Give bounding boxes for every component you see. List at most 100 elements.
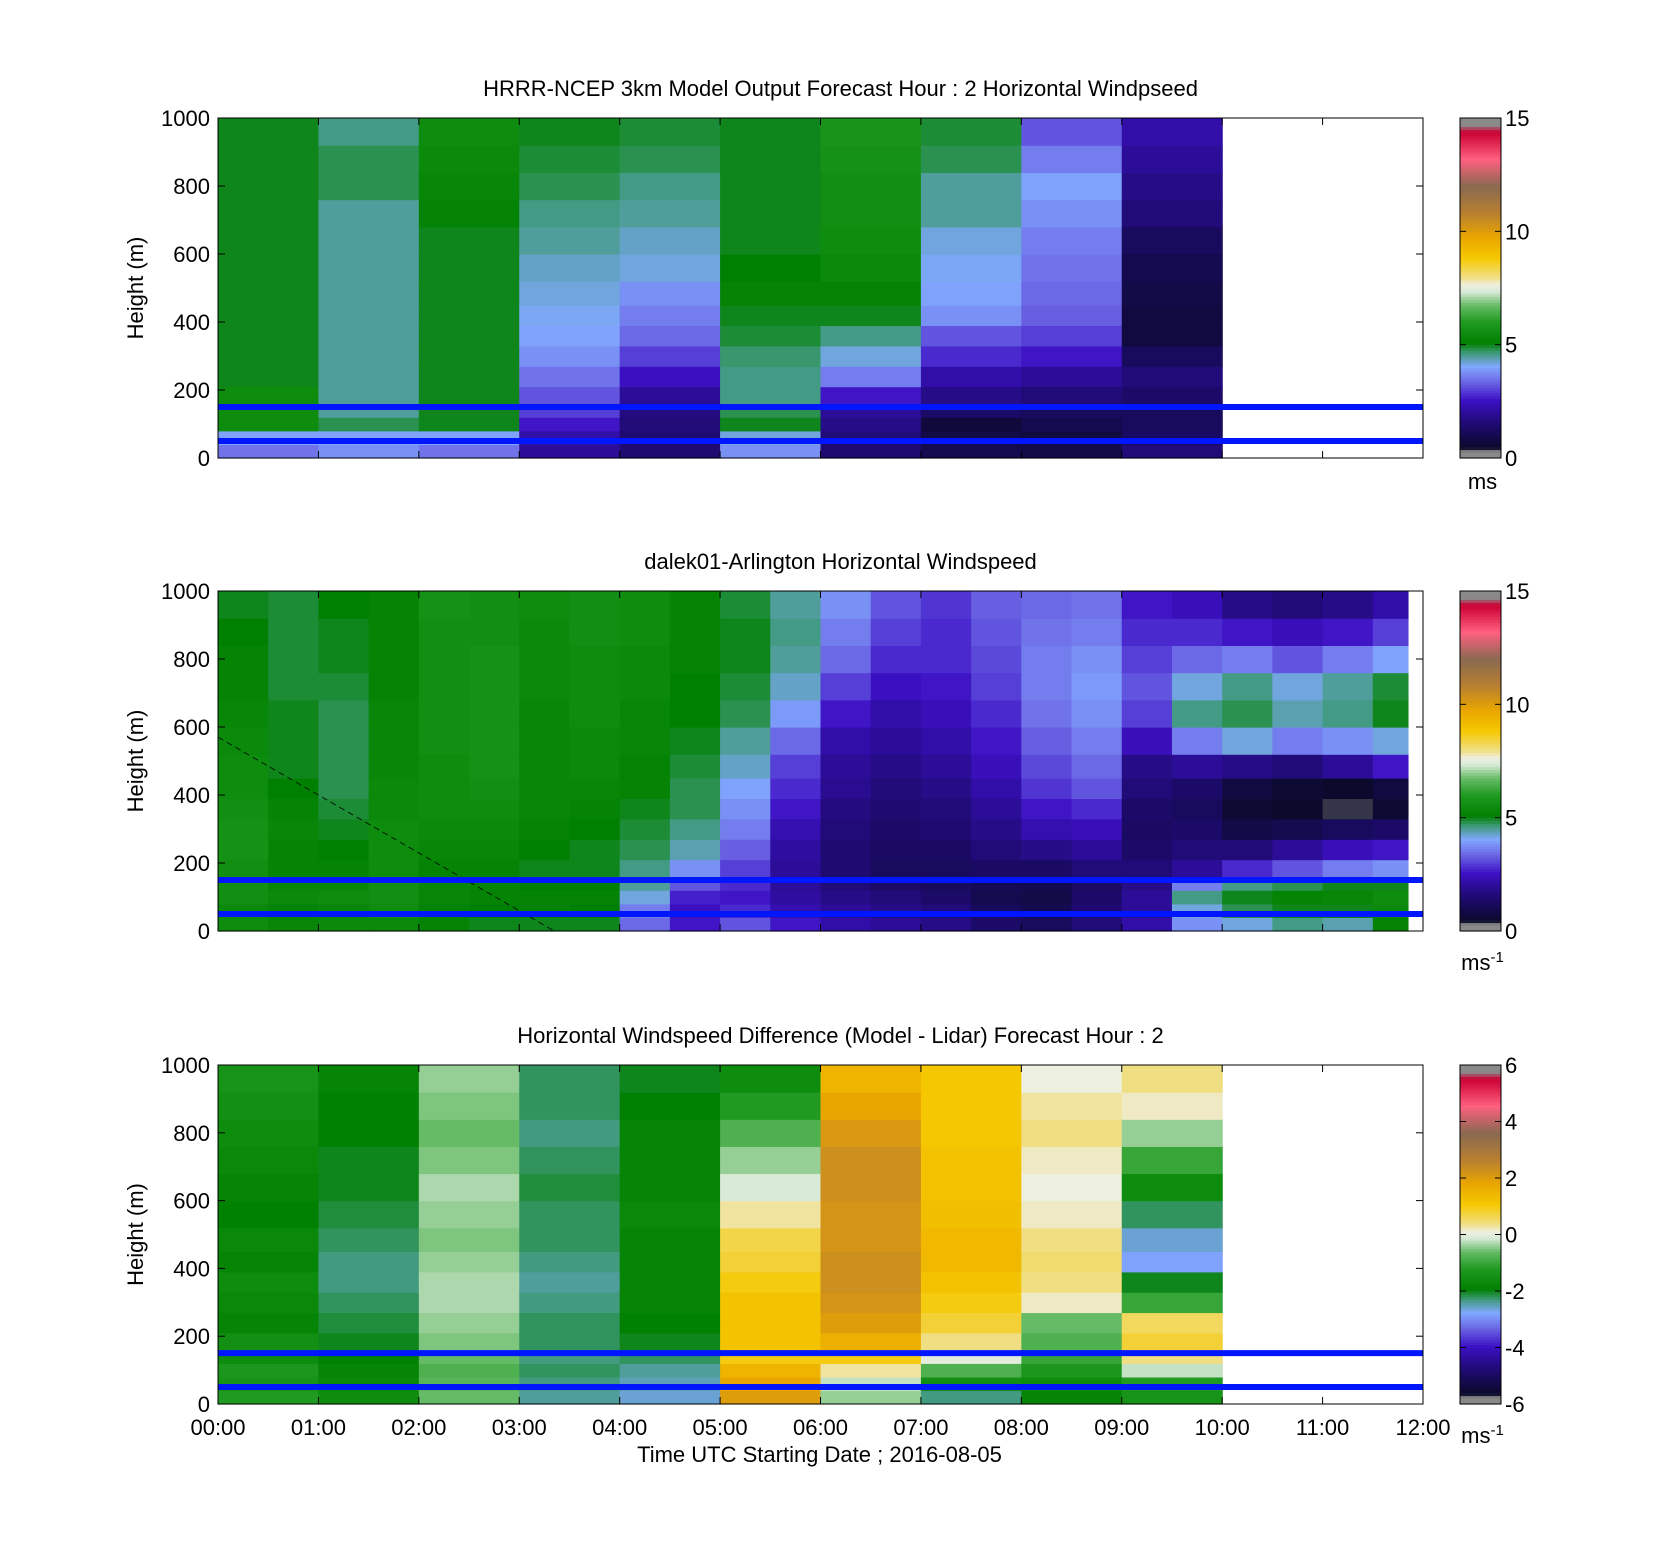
heatmap-cell [1021,591,1073,619]
heatmap-cell [1021,645,1073,674]
heatmap-cell [1121,1146,1223,1175]
colorbar-segment [1460,863,1501,867]
colorbar-segment [1460,928,1501,932]
colorbar-segment [1460,180,1501,184]
colorbar-segment [1460,290,1501,295]
heatmap-cell [820,386,922,405]
heatmap-cell [1021,305,1123,326]
colorbar-segment [1460,591,1501,595]
colorbar-segment [1460,146,1501,150]
heatmap-cell [920,254,1022,282]
colorbar-segment [1460,695,1501,700]
heatmap-cell [820,1312,922,1334]
heatmap-cell [368,618,420,646]
heatmap-cell [770,618,822,646]
colorbar-segment [1460,911,1501,915]
x-tick-label: 05:00 [693,1415,748,1440]
colorbar-segment [1460,1186,1501,1190]
heatmap-cell [1071,859,1123,878]
colorbar-segment [1460,653,1501,657]
heatmap-cell [619,199,721,228]
heatmap-cell [519,1173,621,1202]
colorbar-segment [1460,1180,1501,1185]
heatmap-cell [519,672,571,701]
colorbar-segment [1460,282,1501,286]
heatmap-cell [820,917,872,932]
heatmap-cell [519,386,621,405]
colorbar-segment [1460,789,1501,793]
colorbar-segment [1460,285,1501,289]
colorbar-segment [1460,319,1501,323]
colorbar-segment [1460,449,1501,453]
heatmap-cell [820,672,872,701]
y-tick-label: 1000 [161,579,210,604]
colorbar-segment [1460,1113,1501,1117]
heatmap-cell [318,859,370,878]
colorbar-segment [1460,925,1501,929]
heatmap-cell [669,645,721,674]
heatmap-cell [569,645,621,674]
heatmap-cell [569,591,621,619]
heatmap-cell [971,645,1022,674]
colorbar-segment [1460,860,1501,864]
colorbar-segment [1460,1389,1501,1394]
colorbar-segment [1460,746,1501,751]
colorbar-segment [1460,353,1501,357]
heatmap-cell [1071,839,1123,861]
colorbar-segment [1460,710,1501,714]
y-tick-label: 400 [173,1256,210,1281]
x-ticks: 00:00 01:00 02:00 03:00 04:00 05:00 06:00 07:00… [190,1065,1451,1440]
colorbar-segment [1460,1271,1501,1275]
colorbar-segment [1460,262,1501,266]
colorbar-segment [1460,194,1501,198]
colorbar-segment [1460,673,1501,677]
colorbar-segment [1460,829,1501,833]
heatmap-cell [469,839,520,861]
heatmap-cell [519,305,621,326]
heatmap-cell [318,226,420,255]
heatmap-cells [218,1065,1223,1405]
colorbar-segment [1460,1293,1501,1298]
heatmap-cell [569,778,621,799]
heatmap-cell [469,778,520,799]
heatmap-cell [418,1251,520,1273]
heatmap-cell [1322,727,1374,755]
heatmap-cell [1121,172,1223,201]
heatmap-cell [971,917,1022,932]
colorbar-segment [1460,1327,1501,1332]
heatmap-cell [619,305,721,326]
heatmap-cell [1121,345,1223,367]
heatmap-cell [619,1092,721,1120]
colorbar-segment [1460,398,1501,402]
colorbar-segment [1460,701,1501,705]
colorbar-segment [1460,135,1501,139]
y-tick-label: 200 [173,378,210,403]
heatmap-cell [418,754,470,779]
heatmap-cell [519,1292,621,1314]
heatmap-cell [318,1292,420,1314]
heatmap-cell [218,917,269,932]
y-tick-label: 200 [173,1324,210,1349]
heatmap-cell [1222,727,1273,755]
colorbar-segment [1460,919,1501,924]
colorbar-segment [1460,642,1501,646]
colorbar-segment [1460,214,1501,218]
colorbar-segment [1460,237,1501,241]
heatmap-cell [870,778,922,799]
colorbar-segment [1460,664,1501,669]
heatmap-cell [1121,1271,1223,1293]
heatmap-cell [870,917,922,932]
colorbar-segment [1460,1228,1501,1233]
heatmap-cell [1121,859,1173,878]
heatmap-cell [619,226,721,255]
colorbar-segment [1460,1090,1501,1094]
heatmap-cell [318,778,370,799]
colorbar-segment [1460,610,1501,615]
heatmap-cell [318,444,420,459]
heatmap-cell [318,645,370,674]
heatmap-cell [519,1363,621,1378]
colorbar-segment [1460,749,1501,754]
heatmap-cell [218,754,269,779]
heatmap-cell [770,754,822,779]
colorbar-segment [1460,140,1501,145]
